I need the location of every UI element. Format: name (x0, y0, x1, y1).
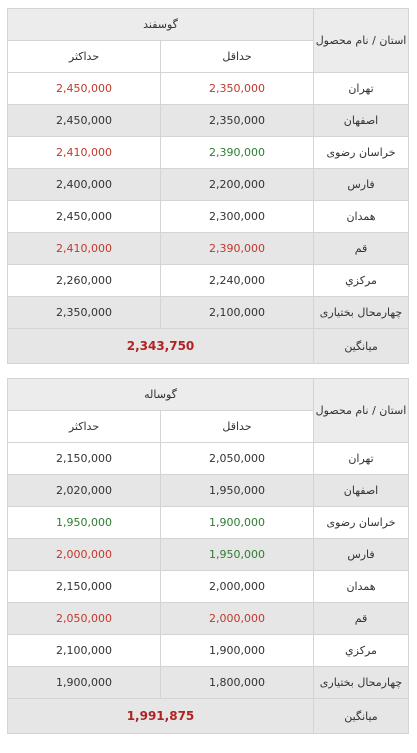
province-cell: خراسان رضوی (313, 136, 410, 169)
table-row: قم 2,390,000 2,410,000 (6, 232, 410, 265)
min-price-cell: 2,000,000 (160, 602, 314, 635)
max-price-cell: 2,450,000 (6, 72, 162, 105)
max-price-cell: 2,000,000 (7, 538, 161, 571)
min-price-cell: 1,950,000 (160, 538, 314, 571)
min-price-cell: 2,300,000 (160, 200, 315, 233)
province-cell: فارس (313, 168, 410, 201)
province-cell: فارس (313, 538, 409, 571)
price-table-sheep: استان / نام محصول گوسفند حداقل حداکثر ته… (6, 8, 410, 364)
province-cell: اصفهان (313, 474, 409, 507)
price-table-calf: استان / نام محصول گوساله حداقل حداکثر ته… (7, 378, 409, 734)
average-label: میانگین (313, 698, 409, 734)
province-cell: همدان (313, 570, 409, 603)
max-price-cell: 2,450,000 (6, 104, 162, 137)
table-row: اصفهان 2,350,000 2,450,000 (6, 104, 410, 137)
table-row: مرکزي 2,240,000 2,260,000 (6, 264, 410, 297)
max-price-cell: 2,150,000 (7, 570, 161, 603)
table-row: فارس 1,950,000 2,000,000 (7, 538, 409, 571)
min-price-cell: 1,900,000 (160, 506, 314, 539)
table-row: فارس 2,200,000 2,400,000 (6, 168, 410, 201)
province-cell: همدان (313, 200, 410, 233)
province-cell: چهارمحال بختیاری (313, 296, 410, 329)
min-price-cell: 2,200,000 (160, 168, 315, 201)
max-column-header: حداکثر (6, 40, 162, 73)
table-row: چهارمحال بختیاری 2,100,000 2,350,000 (6, 296, 410, 329)
max-price-cell: 2,100,000 (7, 634, 161, 667)
province-cell: اصفهان (313, 104, 410, 137)
table-row: همدان 2,000,000 2,150,000 (7, 570, 409, 603)
max-price-cell: 2,150,000 (7, 442, 161, 475)
table-row: قم 2,000,000 2,050,000 (7, 602, 409, 635)
min-price-cell: 1,800,000 (160, 666, 314, 699)
max-column-header: حداکثر (7, 410, 161, 443)
table-row: همدان 2,300,000 2,450,000 (6, 200, 410, 233)
min-price-cell: 2,050,000 (160, 442, 314, 475)
min-column-header: حداقل (160, 410, 314, 443)
table-row: چهارمحال بختیاری 1,800,000 1,900,000 (7, 666, 409, 699)
max-price-cell: 2,260,000 (6, 264, 162, 297)
average-row: میانگین 1,991,875 (7, 698, 409, 734)
category-title: گوسفند (6, 8, 315, 41)
min-price-cell: 2,390,000 (160, 232, 315, 265)
table-row: خراسان رضوی 2,390,000 2,410,000 (6, 136, 410, 169)
max-price-cell: 2,450,000 (6, 200, 162, 233)
max-price-cell: 2,400,000 (6, 168, 162, 201)
table-row: تهران 2,350,000 2,450,000 (6, 72, 410, 105)
category-title: گوساله (7, 378, 314, 411)
province-cell: چهارمحال بختیاری (313, 666, 409, 699)
max-price-cell: 1,900,000 (7, 666, 161, 699)
min-price-cell: 2,000,000 (160, 570, 314, 603)
province-header: استان / نام محصول (313, 8, 410, 73)
min-price-cell: 2,350,000 (160, 104, 315, 137)
min-price-cell: 2,240,000 (160, 264, 315, 297)
average-value: 2,343,750 (6, 328, 315, 364)
max-price-cell: 2,410,000 (6, 232, 162, 265)
min-price-cell: 2,390,000 (160, 136, 315, 169)
min-price-cell: 2,350,000 (160, 72, 315, 105)
max-price-cell: 2,050,000 (7, 602, 161, 635)
average-label: میانگین (313, 328, 410, 364)
average-value: 1,991,875 (7, 698, 314, 734)
province-cell: مرکزي (313, 264, 410, 297)
max-price-cell: 2,410,000 (6, 136, 162, 169)
max-price-cell: 2,020,000 (7, 474, 161, 507)
min-column-header: حداقل (160, 40, 315, 73)
table-row: تهران 2,050,000 2,150,000 (7, 442, 409, 475)
province-header: استان / نام محصول (313, 378, 409, 443)
province-cell: قم (313, 232, 410, 265)
min-price-cell: 2,100,000 (160, 296, 315, 329)
province-cell: تهران (313, 72, 410, 105)
province-cell: تهران (313, 442, 409, 475)
max-price-cell: 2,350,000 (6, 296, 162, 329)
table-row: اصفهان 1,950,000 2,020,000 (7, 474, 409, 507)
province-cell: قم (313, 602, 409, 635)
min-price-cell: 1,900,000 (160, 634, 314, 667)
province-cell: مرکزي (313, 634, 409, 667)
average-row: میانگین 2,343,750 (6, 328, 410, 364)
table-row: مرکزي 1,900,000 2,100,000 (7, 634, 409, 667)
min-price-cell: 1,950,000 (160, 474, 314, 507)
table-row: خراسان رضوی 1,900,000 1,950,000 (7, 506, 409, 539)
province-cell: خراسان رضوی (313, 506, 409, 539)
max-price-cell: 1,950,000 (7, 506, 161, 539)
